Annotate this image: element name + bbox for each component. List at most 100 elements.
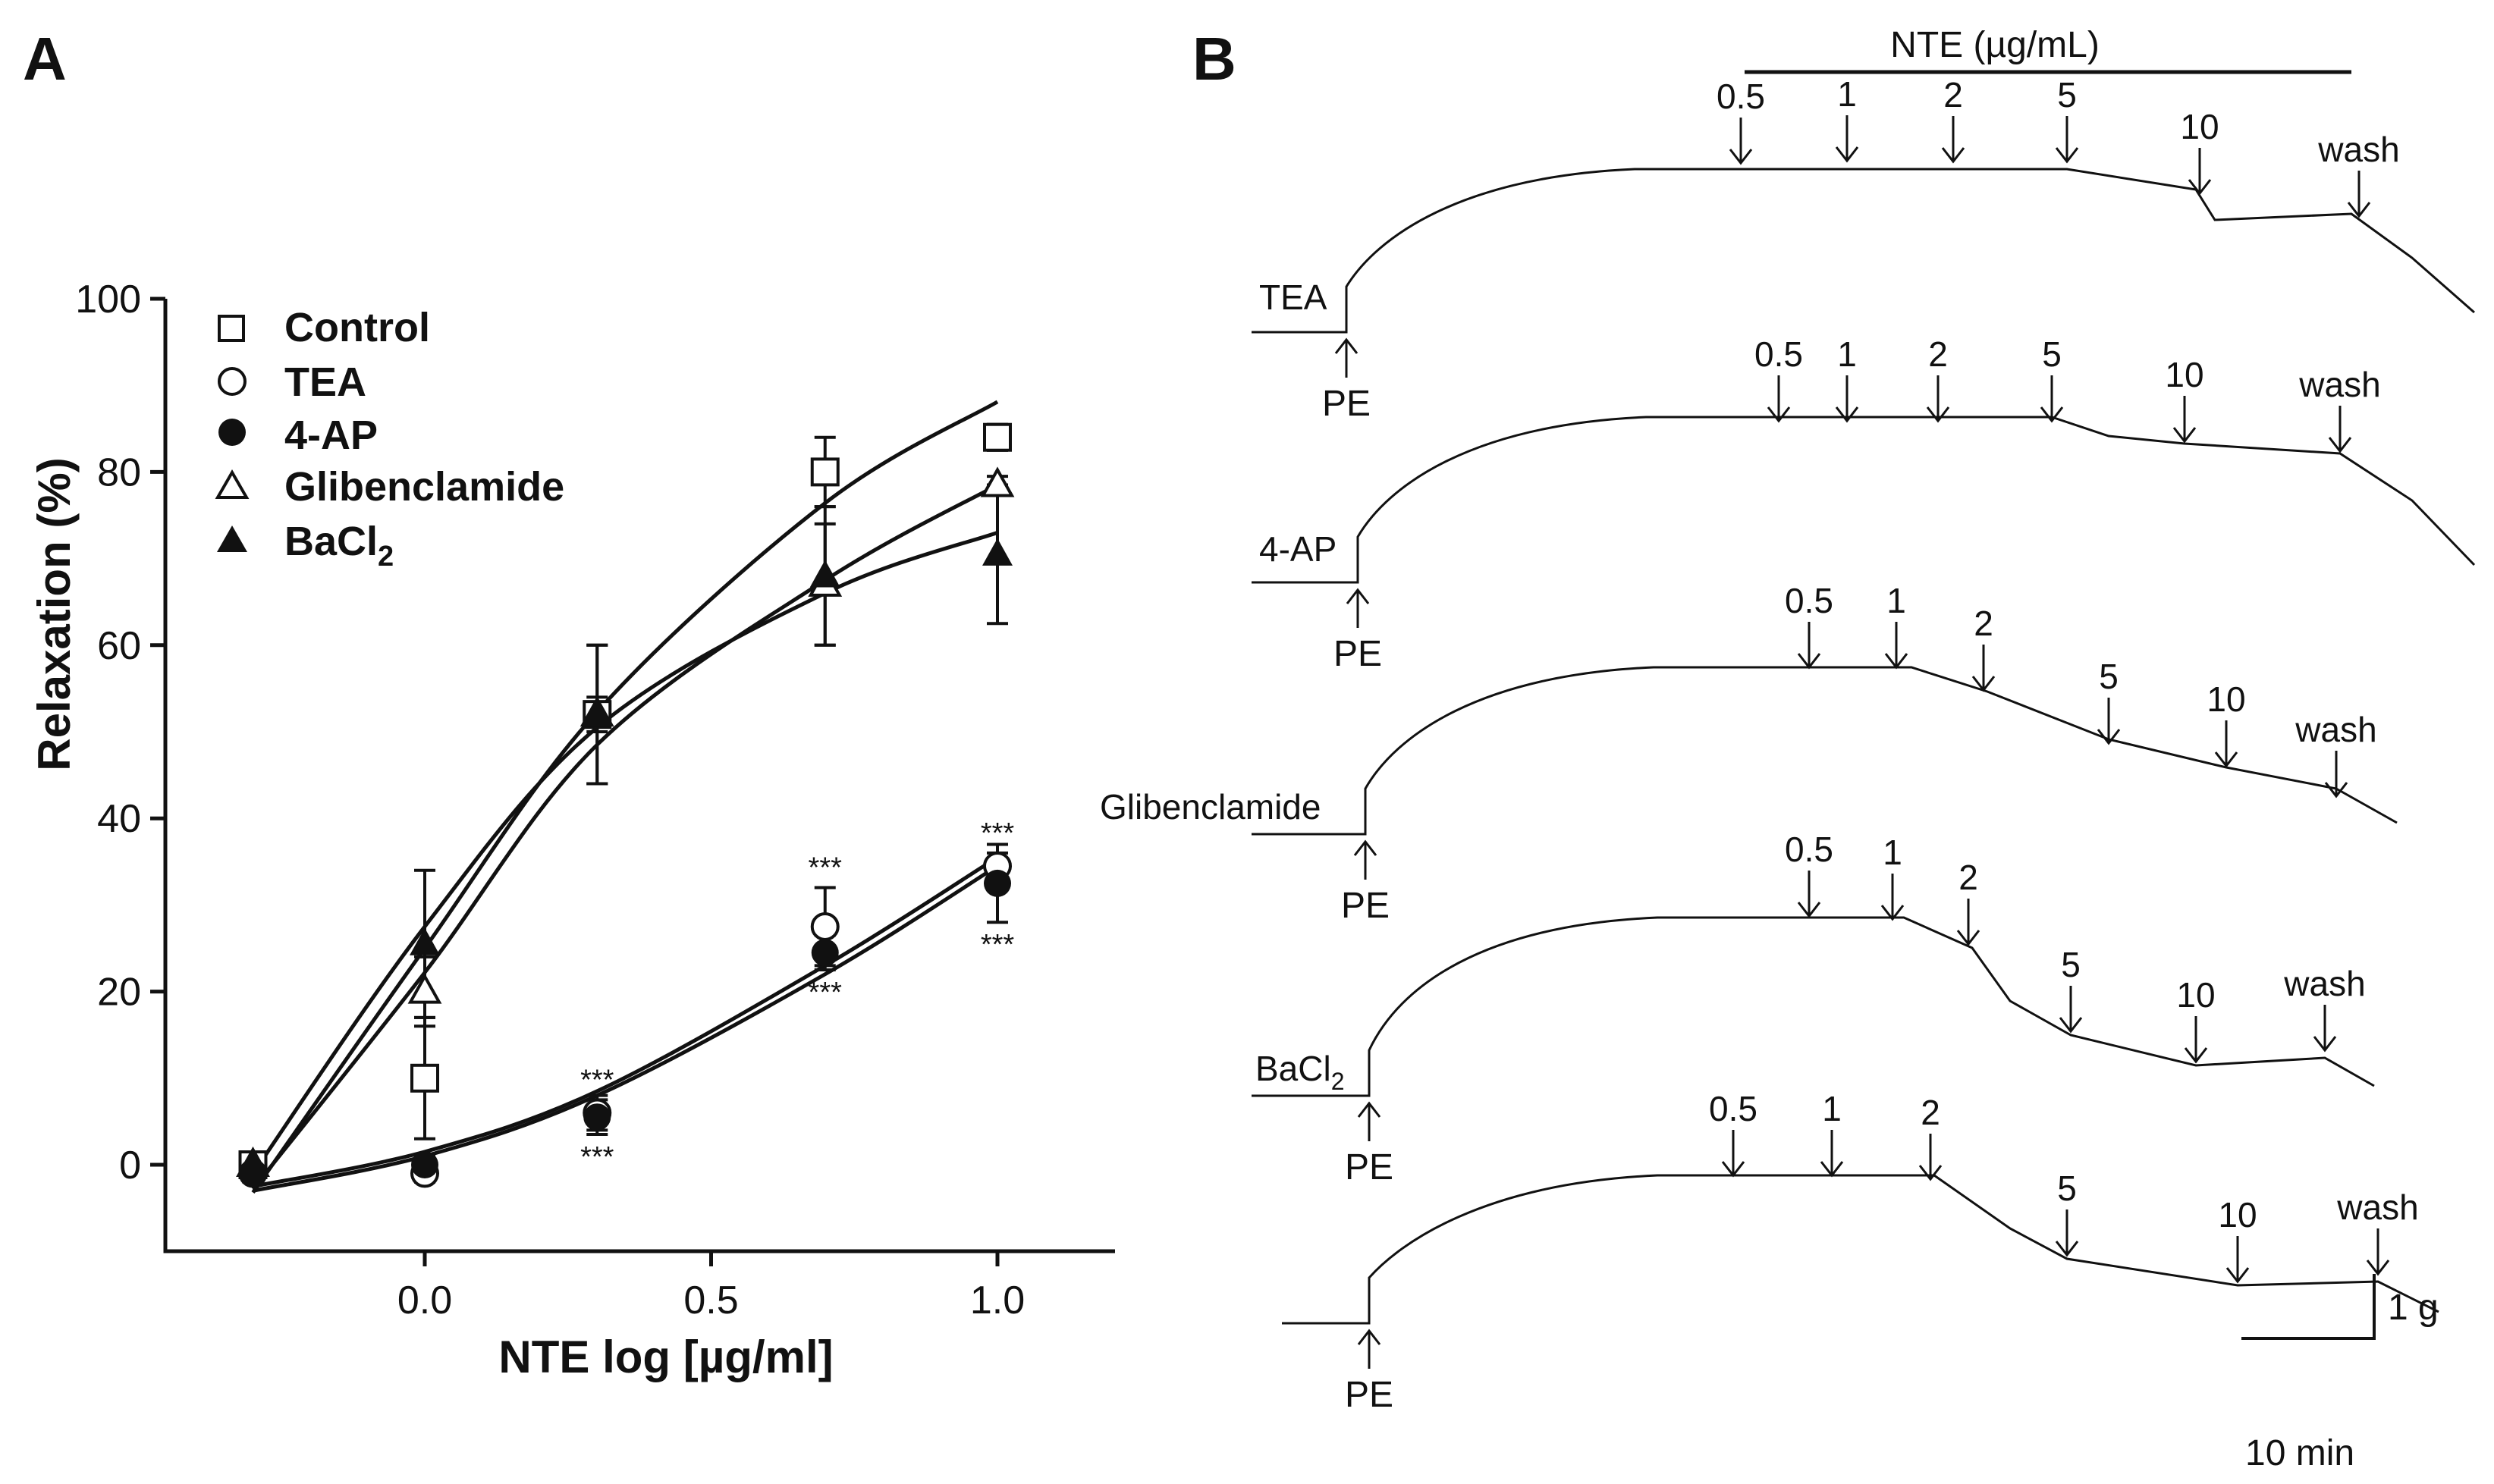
y-tick-label: 20	[97, 971, 141, 1015]
y-tick-label: 100	[75, 278, 141, 322]
addition-arrow-icon	[1767, 375, 1791, 423]
significance-stars: ***	[981, 929, 1015, 961]
concentration-label: 2	[1928, 334, 1948, 374]
addition-arrow-icon	[1884, 622, 1908, 670]
trace-label: Glibenclamide	[1100, 787, 1321, 827]
addition-arrow-icon	[2366, 1228, 2390, 1276]
legend-open-triangle-icon	[215, 469, 250, 499]
wash-label: wash	[2283, 964, 2365, 1003]
legend-label-glibenclamide: Glibenclamide	[284, 464, 564, 510]
addition-arrow-icon	[2347, 171, 2371, 218]
point-bacl2	[237, 1149, 269, 1176]
concentration-label: 5	[2042, 334, 2062, 374]
addition-arrow-icon	[2313, 1005, 2337, 1053]
trace-3: Glibenclamide PE 0.5 1 2 5 10 wash	[1100, 581, 2398, 926]
scale-bar-horizontal-label: 10 min	[2245, 1433, 2354, 1473]
trace-2: 4-AP PE 0.5 1 2 5 10 wash	[1252, 334, 2476, 674]
legend-item-tea: TEA	[218, 359, 366, 405]
point-bacl2	[582, 698, 613, 726]
point-control	[410, 1063, 439, 1093]
trace-1: TEA PE 0.5 1 2 5 10 wash	[1252, 74, 2475, 424]
y-tick-label: 80	[97, 450, 141, 494]
concentration-label: 5	[2061, 945, 2081, 984]
addition-arrow-icon	[2059, 986, 2083, 1034]
significance-stars: ***	[580, 1064, 614, 1096]
fit-curve-4-ap	[253, 864, 999, 1193]
addition-arrow-icon	[2324, 751, 2348, 798]
legend-label-tea: TEA	[284, 359, 366, 405]
legend-label-control: Control	[284, 305, 430, 350]
legend-label-bacl2: BaCl2	[284, 519, 394, 573]
addition-arrow-icon	[2172, 396, 2197, 444]
point-bacl2	[809, 560, 840, 588]
concentration-label: 1	[1822, 1089, 1842, 1128]
fit-curve-tea	[253, 855, 999, 1189]
pe-label: PE	[1322, 384, 1371, 424]
legend-item-control: Control	[218, 305, 430, 350]
panel-b-label: B	[1192, 25, 1236, 93]
concentration-label: 1	[1886, 581, 1906, 620]
significance-stars: ***	[809, 852, 843, 884]
y-tick-label: 60	[97, 624, 141, 668]
panel-b: B NTE (µg/mL) TEA PE 0.5 1 2 5 10 wash 4-AP PE 0.5…	[1100, 25, 2476, 1473]
fit-curve-bacl2	[251, 530, 998, 1175]
addition-arrow-icon	[1971, 645, 1996, 692]
pe-label: PE	[1345, 1147, 1393, 1188]
point-glibenclamide	[407, 973, 442, 1004]
panel-a-label: A	[23, 25, 67, 93]
concentration-label: 0.5	[1785, 830, 1833, 869]
tension-trace	[1252, 666, 2398, 836]
point-tea	[810, 911, 840, 941]
point-control	[983, 422, 1012, 452]
addition-arrow-icon	[2055, 1209, 2079, 1257]
concentration-label: 1	[1883, 833, 1902, 872]
x-axis-label: NTE log [µg/ml]	[498, 1332, 833, 1382]
concentration-label: 5	[2057, 1169, 2077, 1208]
trace-label: BaCl2	[1255, 1049, 1345, 1095]
panel-a: A Relaxation (%) NTE log [µg/ml] 0 20 40 60…	[23, 25, 1115, 1382]
concentration-label: 10	[2165, 355, 2203, 394]
point-4ap	[984, 869, 1011, 897]
addition-arrow-icon	[1956, 899, 1980, 946]
concentration-label: 0.5	[1717, 77, 1765, 116]
concentration-label: 2	[1958, 858, 1978, 897]
legend-item-4ap: 4-AP	[218, 413, 378, 458]
addition-arrow-icon	[1880, 874, 1905, 921]
concentration-label: 0.5	[1785, 581, 1833, 620]
addition-arrow-icon	[2188, 148, 2212, 196]
addition-arrow-icon	[1797, 871, 1821, 918]
wash-label: wash	[2298, 365, 2380, 404]
significance-stars: ***	[580, 1141, 614, 1173]
axis-lines	[163, 299, 1115, 1253]
concentration-label: 0.5	[1754, 334, 1803, 374]
concentration-label: 5	[2099, 657, 2119, 696]
point-bacl2	[982, 538, 1013, 566]
addition-arrow-icon	[1918, 1134, 1943, 1181]
concentration-label: 10	[2176, 975, 2215, 1015]
pe-arrow-icon	[1357, 1101, 1381, 1141]
y-tick-label: 40	[97, 797, 141, 841]
point-4ap	[411, 1151, 438, 1178]
pe-arrow-icon	[1353, 839, 1377, 880]
concentration-label: 2	[1921, 1093, 1940, 1132]
tension-trace	[1252, 168, 2475, 334]
addition-arrow-icon	[1835, 115, 1859, 163]
addition-arrow-icon	[1820, 1130, 1844, 1178]
pe-label: PE	[1345, 1375, 1393, 1415]
plot-area: 0 20 40 60 80 100 0.0 0.5 1.0 *** *** *** *** *** ***	[75, 278, 1115, 1322]
x-tick-label: 0.0	[397, 1278, 452, 1322]
point-glibenclamide	[980, 466, 1015, 497]
concentration-label: 10	[2180, 107, 2219, 146]
legend: Control TEA 4-AP Glibenclamide BaCl2	[215, 305, 564, 573]
addition-arrow-icon	[1729, 118, 1753, 165]
wash-label: wash	[2317, 130, 2399, 169]
legend-item-glibenclamide: Glibenclamide	[215, 464, 564, 510]
addition-arrow-icon	[1797, 622, 1821, 670]
addition-arrow-icon	[2214, 720, 2238, 768]
point-4ap	[583, 1103, 611, 1131]
pe-arrow-icon	[1334, 337, 1359, 378]
trace-label: 4-AP	[1259, 529, 1337, 569]
addition-arrow-icon	[2097, 698, 2121, 745]
